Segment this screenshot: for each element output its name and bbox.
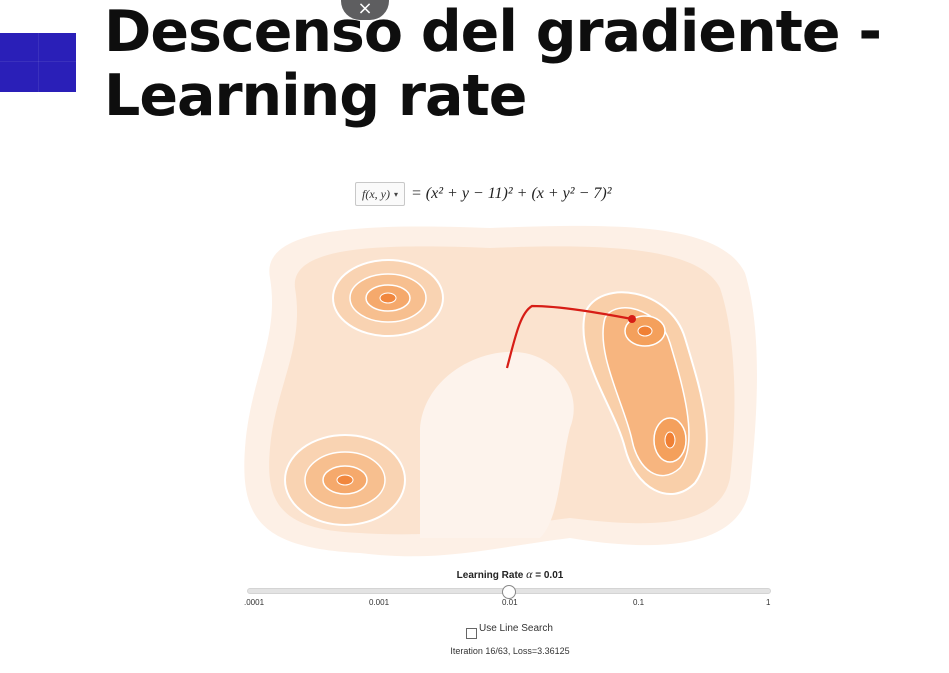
contour-saddle bbox=[420, 351, 574, 538]
accent-block bbox=[0, 33, 76, 92]
slider-tick: 1 bbox=[766, 598, 771, 607]
learning-rate-label: Learning Rate α = 0.01 bbox=[0, 567, 949, 582]
formula-row: f(x, y) ▾ = (x² + y − 11)² + (x + y² − 7… bbox=[355, 181, 612, 207]
contour-plot bbox=[244, 225, 757, 557]
function-select[interactable]: f(x, y) ▾ bbox=[355, 182, 405, 206]
line-search-label: Use Line Search bbox=[479, 623, 553, 634]
slide-title: Descenso del gradiente - Learning rate bbox=[104, 0, 882, 129]
slider-tick: .0001 bbox=[244, 598, 265, 607]
equation: = (x² + y − 11)² + (x + y² − 7)² bbox=[411, 185, 612, 202]
descent-path bbox=[505, 304, 633, 369]
learning-rate-value: = 0.01 bbox=[535, 570, 564, 581]
alpha-symbol: α bbox=[526, 567, 533, 581]
basin-right-top-min bbox=[637, 325, 653, 337]
line-search-checkbox[interactable] bbox=[466, 628, 477, 639]
basin-top-left-min bbox=[379, 292, 397, 304]
slider-tick: 0.001 bbox=[369, 598, 390, 607]
chevron-down-icon: ▾ bbox=[393, 189, 398, 199]
close-icon: × bbox=[357, 0, 373, 19]
descent-current-point bbox=[628, 315, 636, 323]
slide-title-line-2: Learning rate bbox=[104, 63, 527, 129]
basin-right-bottom-min bbox=[664, 431, 676, 449]
iteration-status: Iteration 16/63, Loss=3.36125 bbox=[450, 646, 570, 656]
learning-rate-slider-thumb[interactable] bbox=[502, 585, 516, 599]
slide-title-line-1: Descenso del gradiente - bbox=[104, 0, 882, 65]
learning-rate-text: Learning Rate bbox=[456, 570, 524, 581]
slider-tick: 0.01 bbox=[502, 598, 518, 607]
function-select-label: f(x, y) bbox=[362, 186, 390, 201]
slider-tick: 0.1 bbox=[633, 598, 645, 607]
basin-bottom-left-min bbox=[336, 474, 354, 486]
line-search-option[interactable]: Use Line Search bbox=[466, 623, 553, 639]
close-button[interactable]: × bbox=[341, 0, 389, 20]
